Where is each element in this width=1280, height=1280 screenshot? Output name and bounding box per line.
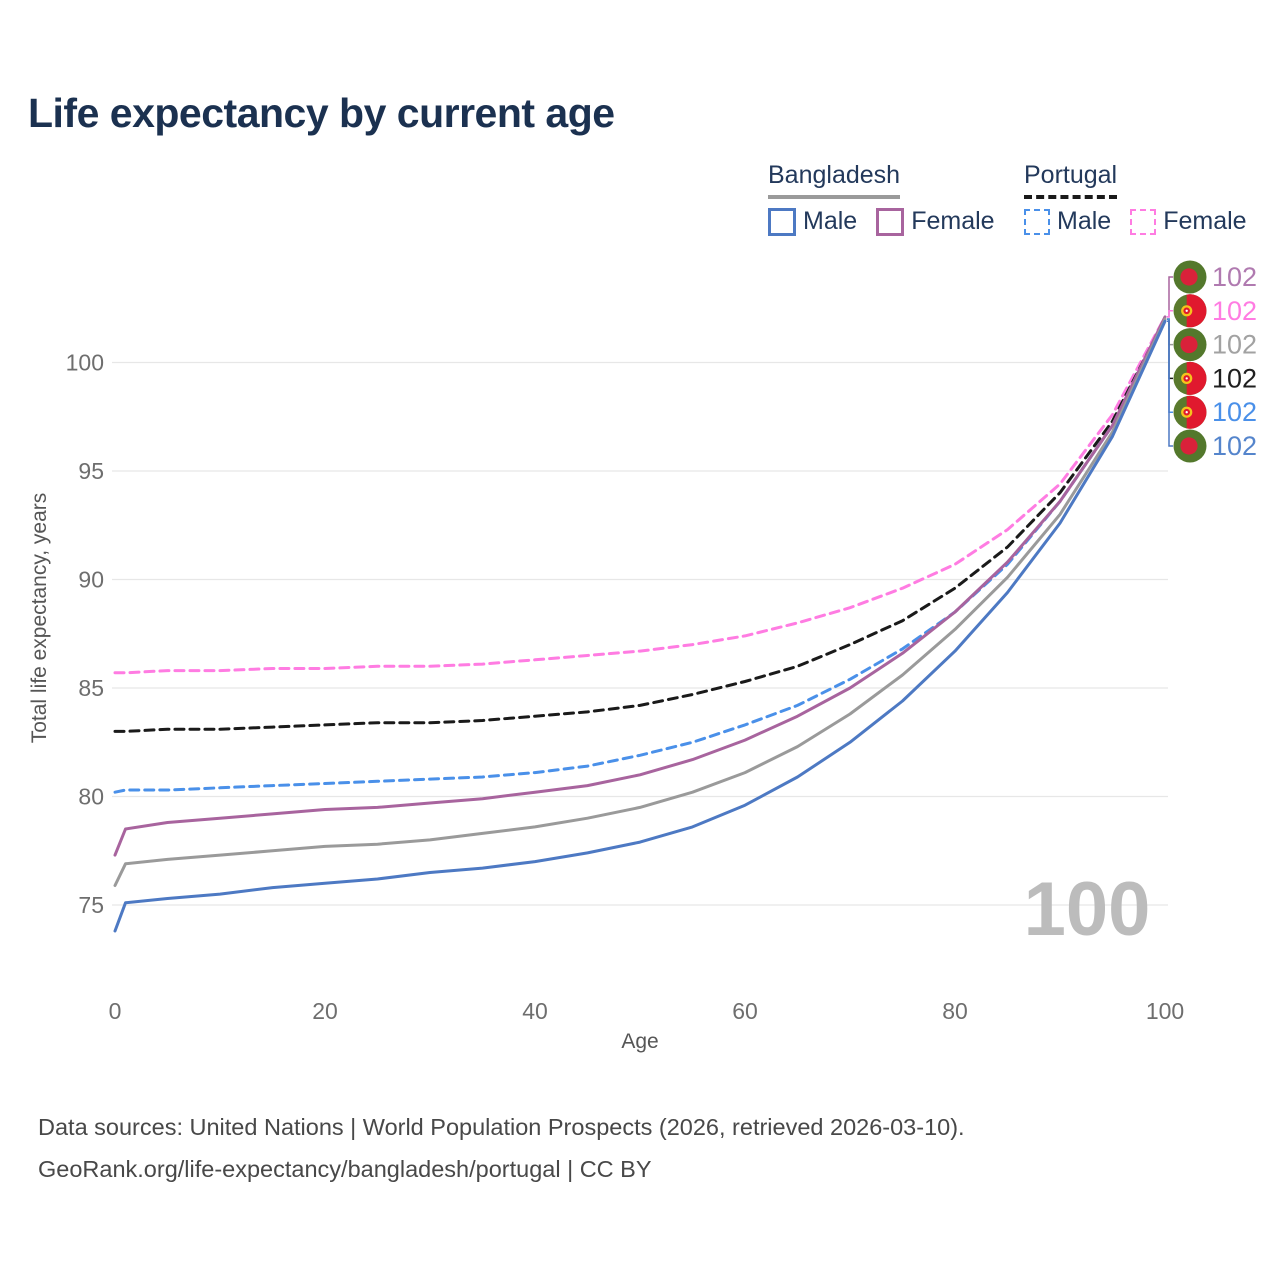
y-axis-title: Total life expectancy, years	[28, 493, 51, 744]
end-value-label-bangladesh_total: 102	[1212, 330, 1257, 360]
series-line-portugal_female[interactable]	[113, 315, 1167, 675]
flag-icon-portugal	[1173, 294, 1207, 328]
series-line-bangladesh_total[interactable]	[113, 317, 1167, 887]
legend-country-bangladesh[interactable]: Bangladesh	[768, 161, 901, 199]
end-label-connector-portugal_total	[1167, 318, 1173, 380]
x-axis-title: Age	[621, 1030, 658, 1053]
end-value-label-portugal_female: 102	[1212, 296, 1257, 326]
x-tick-label: 100	[1146, 998, 1184, 1024]
y-tick-label: 80	[78, 784, 104, 810]
flag-icon-bangladesh	[1173, 429, 1207, 463]
legend-group-portugal: Portugal Male Female	[1024, 161, 1247, 236]
end-label-connector-portugal_female	[1167, 310, 1173, 318]
legend-swatch-portugal-female[interactable]	[1130, 208, 1157, 235]
flag-icon-portugal	[1173, 395, 1207, 429]
legend-country-portugal[interactable]: Portugal	[1024, 161, 1118, 199]
series-line-bangladesh_female[interactable]	[113, 315, 1167, 857]
series-line-portugal_total[interactable]	[113, 317, 1167, 733]
flag-icon-bangladesh	[1173, 328, 1207, 362]
x-tick-label: 60	[732, 998, 758, 1024]
end-value-label-bangladesh_female: 102	[1212, 262, 1257, 292]
end-value-label-portugal_male: 102	[1212, 397, 1257, 427]
end-label-connector-portugal_male	[1167, 318, 1173, 413]
end-label-connector-bangladesh_male	[1167, 320, 1173, 447]
current-age-watermark: 100	[1024, 867, 1151, 952]
footer-data-sources: Data sources: United Nations | World Pop…	[38, 1114, 965, 1140]
flag-icon-bangladesh	[1173, 260, 1207, 294]
y-tick-label: 85	[78, 675, 104, 701]
legend-label-portugal-male[interactable]: Male	[1057, 207, 1112, 235]
footer: Data sources: United Nations | World Pop…	[38, 1106, 965, 1190]
series-line-portugal_male[interactable]	[113, 317, 1167, 794]
legend-swatch-portugal-male[interactable]	[1024, 208, 1050, 235]
legend-swatch-bangladesh-male[interactable]	[768, 207, 796, 236]
flag-icon-portugal	[1173, 361, 1207, 395]
end-value-label-portugal_total: 102	[1212, 363, 1257, 393]
page-title: Life expectancy by current age	[28, 90, 615, 136]
legend-label-bangladesh-male[interactable]: Male	[803, 207, 858, 235]
x-tick-label: 80	[942, 998, 968, 1024]
legend-label-bangladesh-female[interactable]: Female	[911, 207, 995, 235]
y-tick-label: 75	[78, 892, 104, 918]
end-value-label-bangladesh_male: 102	[1212, 431, 1257, 461]
y-tick-label: 100	[66, 350, 104, 376]
footer-attribution: GeoRank.org/life-expectancy/bangladesh/p…	[38, 1156, 652, 1182]
x-tick-label: 40	[522, 998, 548, 1024]
series-line-bangladesh_male[interactable]	[113, 319, 1167, 933]
y-tick-label: 90	[78, 567, 104, 593]
x-tick-label: 20	[312, 998, 338, 1024]
legend-swatch-bangladesh-female[interactable]	[876, 207, 905, 236]
legend-label-portugal-female[interactable]: Female	[1163, 207, 1247, 235]
x-tick-label: 0	[109, 998, 122, 1024]
end-label-connector-bangladesh_total	[1167, 318, 1173, 346]
y-tick-label: 95	[78, 458, 104, 484]
legend-group-bangladesh: Bangladesh Male Female	[768, 161, 995, 236]
